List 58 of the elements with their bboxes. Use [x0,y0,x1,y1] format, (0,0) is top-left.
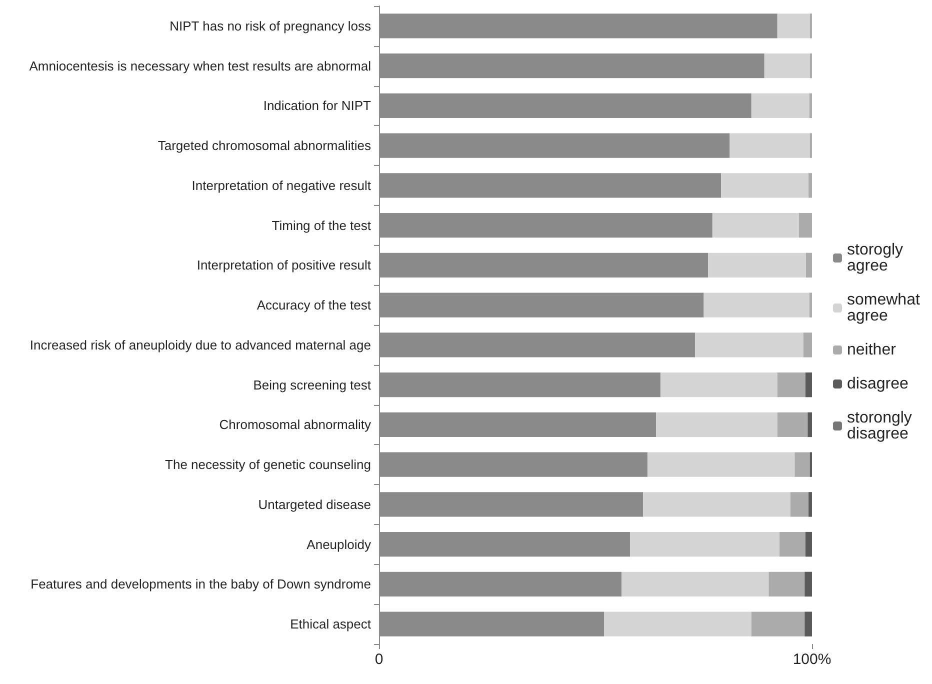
y-tick-label: Being screening test [253,377,372,392]
bar [751,93,810,118]
y-tick-label: Increased risk of aneuploidy due to advanced maternal age [30,337,371,352]
bar [712,212,800,238]
bar [804,572,812,597]
bar [630,532,780,557]
bar [751,612,805,636]
bar [790,492,809,517]
y-tick-label: Chromosomal abnormality [219,417,372,432]
bar [806,372,812,398]
bar [695,332,804,358]
y-tick-label: Untargeted disease [258,496,371,512]
y-tick-label: Ethical aspect [290,616,372,632]
bar [780,532,806,557]
bar [764,53,810,78]
y-tick-label: Aneuploidy [306,536,372,552]
y-tick-label: Interpretation of positive result [196,258,372,273]
y-tick-label: NIPT has no risk of pregnancy loss [170,18,372,34]
bar [803,332,812,358]
bar [794,452,810,477]
bar [777,372,806,398]
bar [808,173,812,198]
bar [804,612,812,636]
bar [808,412,812,438]
x-tick-label: 100% [792,651,832,668]
legend-label: neither [847,342,897,358]
bar [808,492,812,517]
bar [604,612,752,636]
bar [777,14,810,38]
bar [721,173,809,198]
bar [730,133,810,158]
y-tick-label: Accuracy of the test [256,298,372,313]
bar [643,492,790,517]
bar [806,532,812,557]
y-tick-label: Indication for NIPT [263,98,372,114]
legend-label: storogly agree [847,242,908,274]
y-tick-label: The necessity of genetic counseling [165,457,371,472]
bar [656,412,778,438]
bar [768,572,805,597]
bar [809,292,812,318]
bar [621,572,769,597]
bar [777,412,808,438]
x-tick-label: 0 [374,651,384,668]
bar [660,372,778,398]
bar [708,252,806,278]
bar [647,452,795,477]
y-tick-label: Amniocentesis is necessary when test results are abnormal [29,58,372,74]
legend-label: somewhat agree [847,292,924,324]
bar [809,93,812,118]
y-tick-label: Features and developments in the baby of Down syndrome [30,576,371,592]
y-tick-label: Interpretation of negative result [192,178,372,193]
bar [799,212,812,238]
bar [806,252,812,278]
legend-label: storongly disagree [847,410,916,442]
y-tick-label: Targeted chromosomal abnormalities [158,138,372,154]
legend-label: disagree [847,376,908,392]
y-tick-label: Timing of the test [272,218,372,233]
bar [704,292,810,318]
